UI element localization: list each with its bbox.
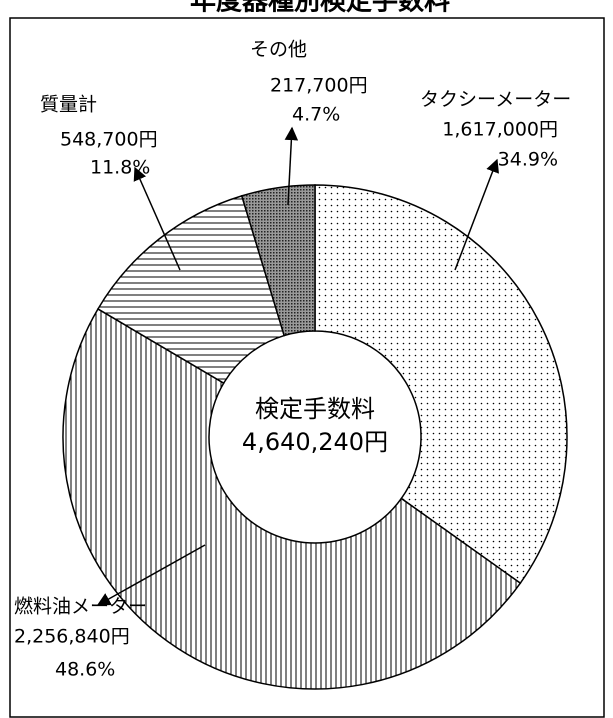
frame (9, 17, 605, 718)
slice-label: タクシーメーター (420, 89, 571, 111)
slice (62, 307, 522, 690)
value-label: 1,617,000円 (442, 119, 558, 141)
leader-arrow (133, 166, 181, 271)
slice (314, 184, 568, 585)
center-total: 4,640,240円 (242, 428, 388, 456)
percent-label: 11.8% (90, 157, 150, 179)
slice (240, 184, 316, 337)
slice-label: 質量計 (40, 94, 97, 116)
percent-label: 48.6% (55, 659, 115, 681)
slice-label: 燃料油メーター (14, 596, 147, 618)
leader-arrow (96, 544, 206, 606)
value-label: 548,700円 (60, 129, 158, 151)
slice-label: その他 (250, 39, 307, 61)
leader-arrow (284, 126, 299, 206)
chart-title: 年度器種別検定手数料 (190, 0, 450, 17)
leader-arrow (454, 158, 499, 271)
value-label: 2,256,840円 (14, 626, 130, 648)
slice (96, 194, 286, 385)
value-label: 217,700円 (270, 75, 368, 97)
percent-label: 4.7% (292, 104, 340, 126)
percent-label: 34.9% (498, 149, 558, 171)
center-label: 検定手数料 (255, 395, 375, 423)
slices (62, 184, 568, 690)
